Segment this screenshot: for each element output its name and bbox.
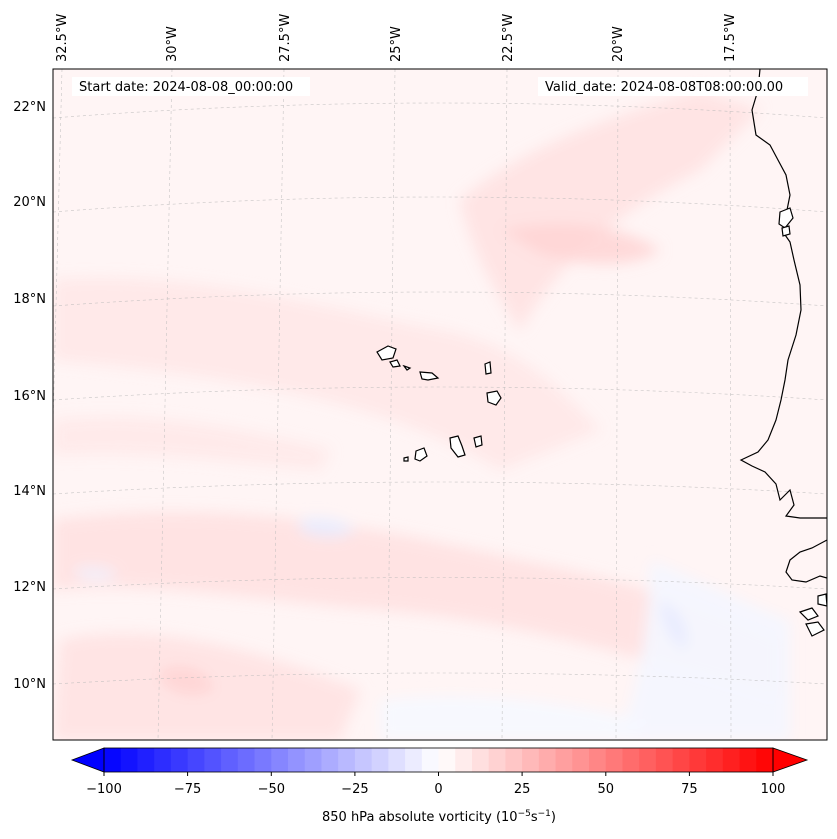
colorbar-segment [455,748,473,772]
longitude-labels: 32.5°W 30°W 27.5°W 25°W 22.5°W 20°W 17.5… [55,14,738,62]
colorbar-segment [388,748,406,772]
colorbar-segment [672,748,690,772]
colorbar-segment [421,748,440,772]
cb-tick-label-100: 100 [761,782,786,797]
lat-label-14n: 14°N [13,484,46,499]
colorbar-segment [204,748,222,772]
colorbar-segment [137,748,155,772]
colorbar-segment [605,748,624,772]
colorbar-units-exp1: −5 [518,809,531,819]
colorbar-segment [221,748,239,772]
graticule [53,69,827,740]
cb-tick-label-50: 50 [598,782,615,797]
lat-label-16n: 16°N [13,389,46,404]
colorbar-ticks [103,772,774,776]
colorbar-segment [304,748,323,772]
lat-label-20n: 20°N [13,195,46,210]
latitude-labels: 22°N 20°N 18°N 16°N 14°N 12°N 10°N [13,100,46,692]
colorbar-segment [170,748,189,772]
colorbar-segment [471,748,490,772]
lon-label-32-5w: 32.5°W [55,14,70,62]
cb-tick-label-neg100: −100 [86,782,122,797]
colorbar-segment [287,748,306,772]
lon-label-22-5w: 22.5°W [501,14,516,62]
colorbar-tick-labels: −100 −75 −50 −25 0 25 50 75 100 [86,782,785,797]
colorbar-segment [756,748,774,772]
colorbar-segment [572,748,590,772]
cb-tick-label-25: 25 [514,782,531,797]
colorbar-segment [505,748,523,772]
colorbar-segment [555,748,573,772]
lon-label-20w: 20°W [611,26,626,62]
colorbar-segment [405,748,423,772]
colorbar: −100 −75 −50 −25 0 25 50 75 100 850 hPa … [70,747,809,825]
start-date-box [72,77,310,96]
colorbar-segment [722,748,741,772]
cape-verde-islands [376,345,502,462]
cb-tick-label-neg75: −75 [174,782,201,797]
colorbar-segment [271,748,289,772]
colorbar-units-mid: s [531,810,538,825]
colorbar-segment [371,748,389,772]
colorbar-min-extend [70,747,105,773]
colorbar-segment [706,748,724,772]
colorbar-max-extend [772,747,809,773]
start-date-label: Start date: 2024-08-08_00:00:00 [79,80,293,95]
colorbar-segment [254,748,272,772]
colorbar-variable: 850 hPa absolute vorticity [322,810,492,825]
colorbar-segment [154,748,172,772]
lat-label-22n: 22°N [13,100,46,115]
african-coastline [739,69,827,519]
map-panel: Start date: 2024-08-08_00:00:00 Valid_da… [13,14,828,741]
colorbar-segment [120,748,139,772]
lat-label-12n: 12°N [13,580,46,595]
colorbar-units-suffix: ) [551,810,556,825]
colorbar-segment [655,748,674,772]
colorbar-segment [639,748,657,772]
colorbar-segment [689,748,707,772]
lon-label-17-5w: 17.5°W [723,14,738,62]
valid-date-label: Valid_date: 2024-08-08T08:00:00.00 [545,80,783,95]
colorbar-segment [321,748,339,772]
map-frame [52,68,828,741]
african-coastline-south [785,539,827,583]
colorbar-segment [187,748,205,772]
vorticity-field [53,69,827,740]
cb-tick-label-neg50: −50 [258,782,285,797]
colorbar-segment [338,748,356,772]
colorbar-segment [622,748,640,772]
colorbar-segment [538,748,557,772]
cb-tick-label-0: 0 [434,782,442,797]
colorbar-units-exp2: −1 [538,809,551,819]
colorbar-title: 850 hPa absolute vorticity (10−5s−1) [322,809,556,825]
lat-label-10n: 10°N [13,677,46,692]
colorbar-segment [104,748,122,772]
cb-tick-label-75: 75 [681,782,698,797]
valid-date-box [538,77,808,96]
lat-label-18n: 18°N [13,292,46,307]
colorbar-segment [438,748,456,772]
colorbar-segments [104,748,774,772]
colorbar-segment [237,748,256,772]
lon-label-25w: 25°W [389,26,404,62]
colorbar-units-prefix: (10 [496,810,518,825]
colorbar-segment [589,748,607,772]
colorbar-segment [488,748,507,772]
colorbar-segment [354,748,373,772]
colorbar-segment [739,748,757,772]
lon-label-30w: 30°W [165,26,180,62]
cb-tick-label-neg25: −25 [341,782,368,797]
lon-label-27-5w: 27.5°W [278,14,293,62]
colorbar-segment [522,748,540,772]
